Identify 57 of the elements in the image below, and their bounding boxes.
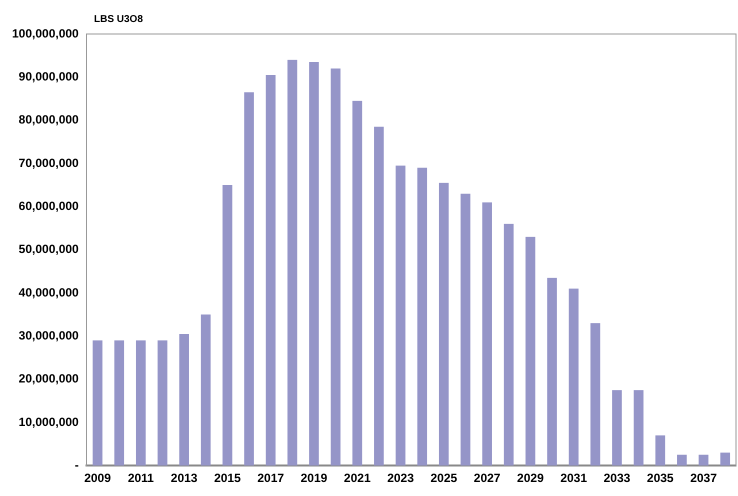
bar bbox=[396, 166, 406, 466]
bar bbox=[504, 224, 514, 466]
bar bbox=[526, 236, 536, 466]
y-tick-label: 80,000,000 bbox=[18, 112, 80, 127]
y-tick-label: 60,000,000 bbox=[18, 198, 80, 213]
bar bbox=[222, 185, 232, 466]
x-tick-label: 2037 bbox=[690, 471, 718, 486]
bar bbox=[374, 126, 384, 466]
bar bbox=[634, 390, 644, 466]
y-tick-label: 10,000,000 bbox=[18, 414, 80, 429]
x-tick-label: 2021 bbox=[344, 471, 371, 486]
x-tick-label: 2029 bbox=[517, 471, 544, 486]
bar bbox=[330, 68, 340, 466]
bar bbox=[352, 100, 362, 466]
bar bbox=[655, 435, 666, 466]
x-tick-label: 2017 bbox=[257, 471, 284, 486]
bar bbox=[158, 340, 168, 466]
x-tick-label: 2019 bbox=[300, 471, 328, 486]
bar bbox=[114, 340, 124, 466]
y-axis-title: LBS U3O8 bbox=[94, 14, 143, 25]
x-tick-label: 2023 bbox=[387, 471, 414, 486]
x-tick-label: 2035 bbox=[646, 471, 674, 486]
x-tick-label: 2015 bbox=[214, 471, 242, 486]
bar bbox=[417, 168, 428, 466]
bar bbox=[590, 323, 600, 466]
bar bbox=[244, 92, 254, 466]
y-tick-label: 50,000,000 bbox=[18, 242, 80, 256]
x-tick-label: 2009 bbox=[84, 471, 112, 486]
y-tick-label: 40,000,000 bbox=[18, 285, 80, 300]
bar bbox=[438, 182, 449, 466]
x-tick-label: 2033 bbox=[604, 471, 631, 486]
bar bbox=[720, 452, 730, 466]
x-tick-label: 2011 bbox=[128, 471, 154, 486]
x-tick-label: 2031 bbox=[560, 471, 588, 486]
bar bbox=[547, 278, 557, 466]
x-tick-label: 2025 bbox=[430, 471, 458, 486]
bar bbox=[677, 454, 687, 466]
y-tick-label: - bbox=[74, 458, 79, 472]
bar bbox=[612, 390, 622, 466]
bar bbox=[266, 75, 276, 466]
bar bbox=[309, 62, 319, 466]
x-tick-label: 2013 bbox=[170, 471, 198, 486]
bar bbox=[136, 340, 146, 466]
y-tick-label: 100,000,000 bbox=[12, 26, 80, 40]
bar bbox=[92, 340, 102, 466]
bar bbox=[287, 60, 298, 466]
y-tick-label: 30,000,000 bbox=[18, 328, 80, 342]
bar bbox=[482, 202, 492, 466]
bar bbox=[200, 314, 211, 466]
x-tick-label: 2027 bbox=[474, 471, 501, 486]
bar bbox=[568, 288, 579, 466]
y-tick-label: 20,000,000 bbox=[18, 372, 80, 386]
bar bbox=[179, 334, 189, 466]
y-tick-label: 90,000,000 bbox=[18, 69, 80, 84]
bar bbox=[460, 194, 470, 466]
y-tick-label: 70,000,000 bbox=[18, 156, 80, 170]
bar bbox=[698, 454, 708, 466]
